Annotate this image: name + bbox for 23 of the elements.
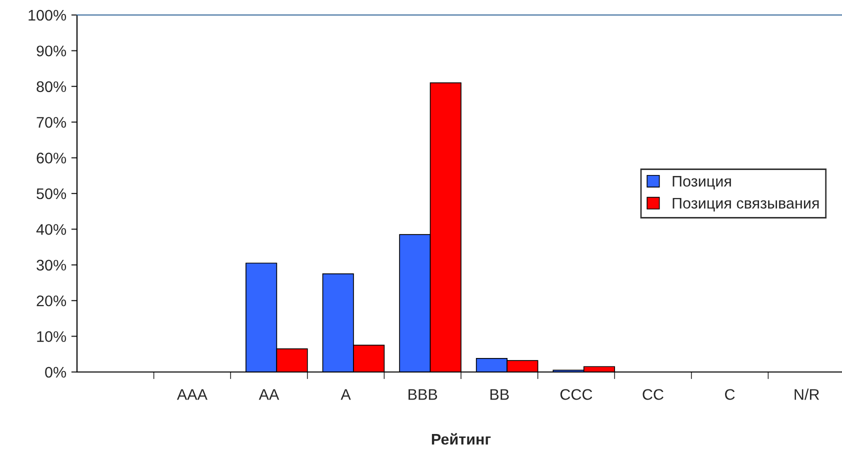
x-tick-label: BBB [408, 389, 438, 400]
x-tick-label: AAA [176, 389, 208, 400]
y-tick-label: 60% [36, 152, 66, 164]
legend-label: Позиция связывания [672, 198, 819, 212]
y-tick-label: 80% [36, 81, 66, 92]
legend-label: Позиция [672, 176, 731, 190]
x-tick-label: C [725, 389, 735, 400]
y-tick-label: 50% [36, 188, 66, 200]
x-tick-label: N/R [794, 388, 820, 400]
x-tick-label: CC [642, 389, 664, 400]
y-tick-label: 10% [37, 331, 66, 342]
y-tick-label: 90% [36, 46, 66, 56]
x-axis-title: Рейтинг [432, 433, 491, 445]
y-tick-label: 40% [36, 224, 66, 235]
x-tick-label: BB [490, 389, 509, 400]
y-tick-label: 0% [45, 366, 66, 378]
y-tick-label: 70% [36, 116, 66, 128]
x-tick-label: CCC [560, 389, 592, 400]
y-tick-label: 100% [28, 10, 66, 21]
x-tick-label: AA [258, 389, 280, 400]
y-tick-label: 30% [36, 260, 66, 271]
y-tick-label: 20% [36, 295, 66, 306]
x-tick-label: A [340, 389, 351, 400]
